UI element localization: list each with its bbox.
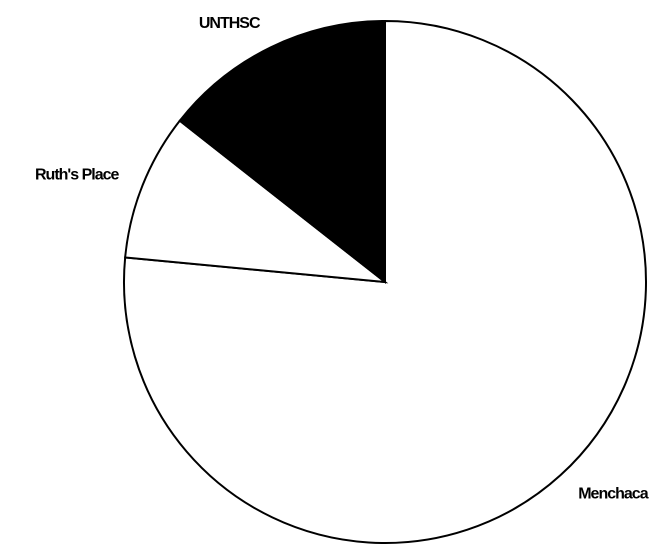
pie-slice: [124, 119, 389, 284]
slice-label: Menchaca: [578, 486, 648, 503]
slice-label: UNTHSC: [199, 15, 261, 32]
pie-slice: [123, 19, 647, 544]
slice-label: Ruth's Place: [35, 167, 119, 184]
pie-slice: [178, 19, 386, 285]
